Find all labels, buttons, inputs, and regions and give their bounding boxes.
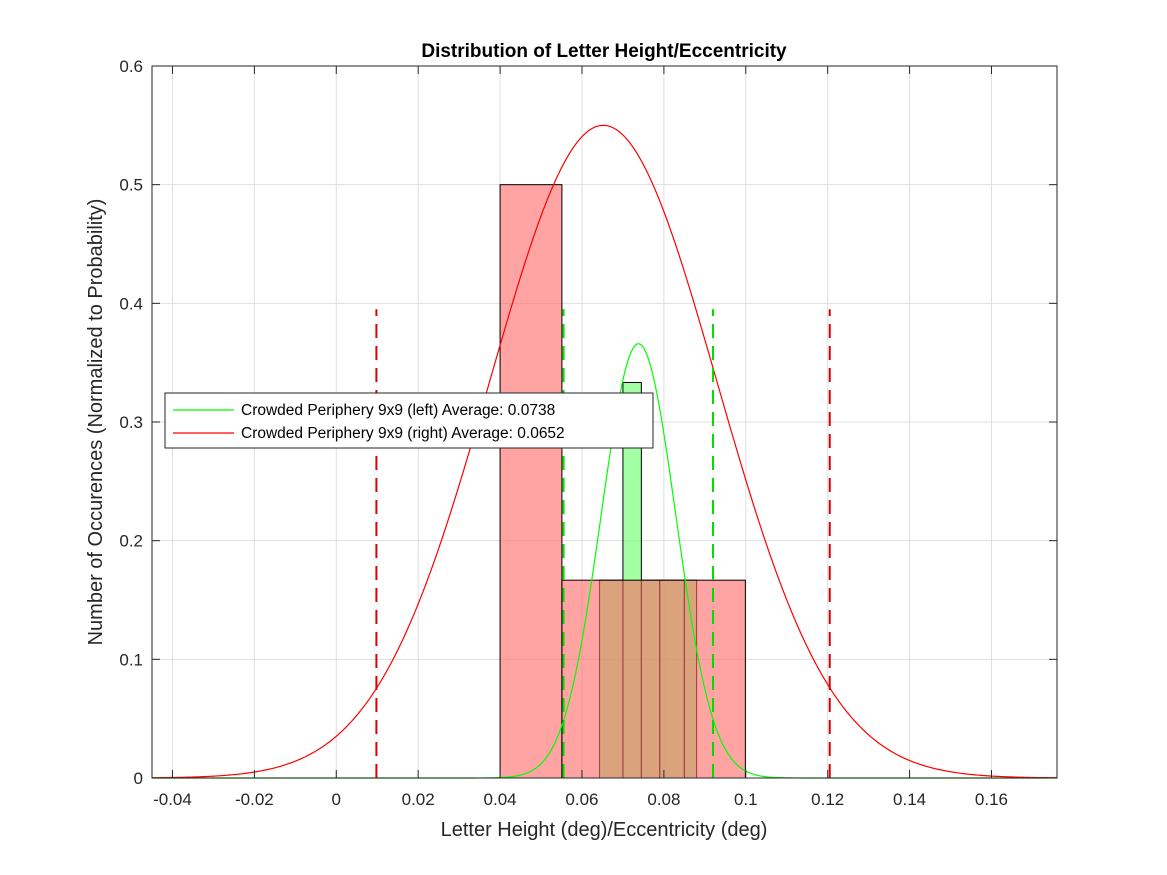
x-tick-labels: -0.04 -0.02 0 0.02 0.04 0.06 0.08 0.1 0.12 0.14 0.… xyxy=(153,790,1008,809)
x-tick-label: 0.1 xyxy=(734,790,758,809)
histogram-bar-right xyxy=(499,184,563,779)
legend-box xyxy=(164,392,654,449)
histogram-bars xyxy=(499,184,746,779)
x-tick-label: 0.04 xyxy=(484,790,517,809)
legend: Crowded Periphery 9x9 (left) Average: 0.… xyxy=(164,392,654,449)
dashed-lines xyxy=(375,309,831,778)
x-tick-label: 0.14 xyxy=(893,790,926,809)
y-tick-label: 0.4 xyxy=(119,294,143,313)
x-tick-label: 0.02 xyxy=(402,790,435,809)
y-axis-label: Number of Occurences (Normalized to Prob… xyxy=(85,199,107,646)
x-tick-label: 0.12 xyxy=(811,790,844,809)
y-tick-label: 0.3 xyxy=(119,413,143,432)
y-tick-label: 0.2 xyxy=(119,532,143,551)
y-tick-label: 0.5 xyxy=(119,176,143,195)
axis-ticks xyxy=(152,65,1057,779)
y-tick-labels: 0 0.1 0.2 0.3 0.4 0.5 0.6 xyxy=(119,57,143,788)
x-axis-label: Letter Height (deg)/Eccentricity (deg) xyxy=(441,819,768,841)
y-tick-label: 0.1 xyxy=(119,650,143,669)
x-tick-label: 0.08 xyxy=(647,790,680,809)
legend-entry-right: Crowded Periphery 9x9 (right) Average: 0… xyxy=(241,425,565,442)
x-tick-label: -0.02 xyxy=(235,790,274,809)
histogram-bar-right xyxy=(561,579,746,779)
y-tick-label: 0 xyxy=(134,769,143,788)
x-tick-label: 0.06 xyxy=(565,790,598,809)
y-tick-label: 0.6 xyxy=(119,57,143,76)
legend-entry-left: Crowded Periphery 9x9 (left) Average: 0.… xyxy=(241,402,555,419)
x-tick-label: -0.04 xyxy=(153,790,192,809)
fit-curve-right xyxy=(151,124,1058,779)
x-tick-label: 0.16 xyxy=(975,790,1008,809)
x-tick-label: 0 xyxy=(332,790,341,809)
chart-title: Distribution of Letter Height/Eccentrici… xyxy=(421,41,787,62)
